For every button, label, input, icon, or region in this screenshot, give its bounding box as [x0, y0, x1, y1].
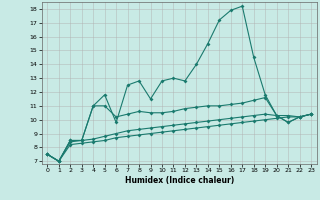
X-axis label: Humidex (Indice chaleur): Humidex (Indice chaleur) — [124, 176, 234, 185]
